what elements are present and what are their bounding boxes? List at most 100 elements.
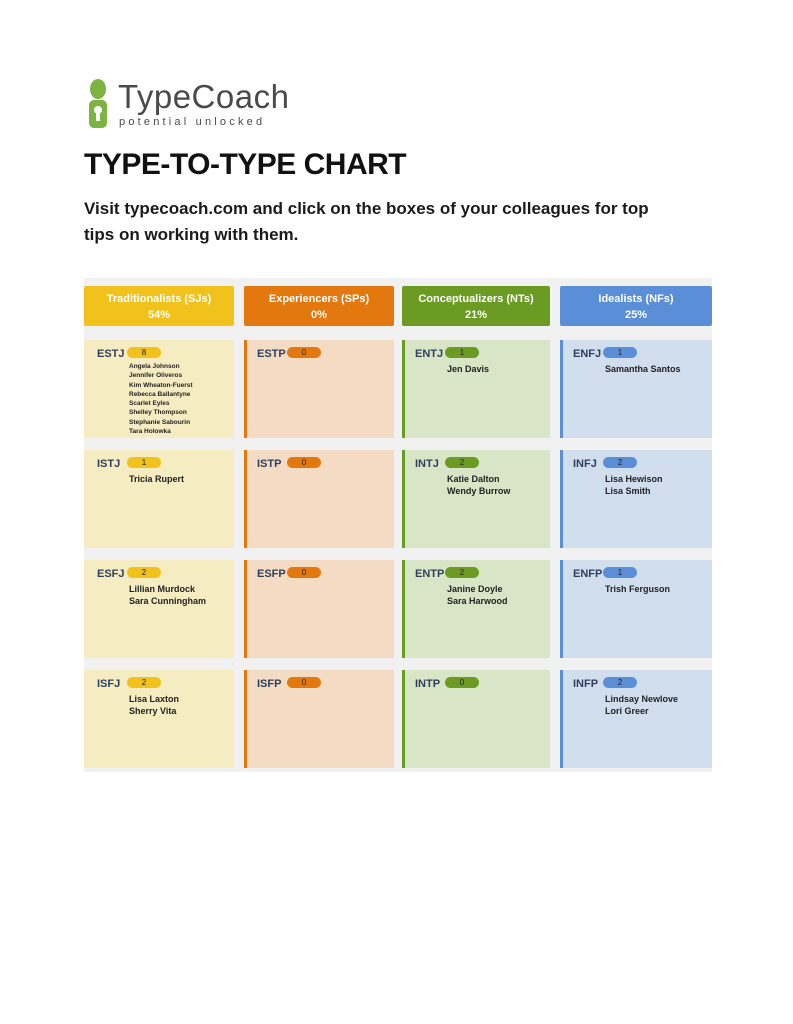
count-badge: 8 (127, 347, 161, 358)
count-badge: 2 (127, 567, 161, 578)
type-label: INTP (415, 678, 441, 690)
person-name: Sherry Vita (129, 706, 177, 716)
name-list: Janine Doyle Sara Harwood (447, 583, 508, 607)
type-label: ENFP (573, 568, 603, 580)
type-label: ENTJ (415, 348, 444, 360)
person-name: Scarlet Eyles (129, 400, 170, 408)
column-percent: 0% (311, 309, 327, 321)
name-list: Jen Davis (447, 363, 489, 375)
person-name: Katie Dalton (447, 474, 500, 484)
column-name: Experiencers (SPs) (268, 293, 370, 305)
person-name: Samantha Santos (605, 364, 681, 374)
type-cell[interactable]: INFP 2 Lindsay Newlove Lori Greer (560, 670, 712, 768)
type-label: ESFJ (97, 568, 125, 580)
name-list: Katie Dalton Wendy Burrow (447, 473, 510, 497)
person-name: Shelley Thompson (129, 409, 187, 417)
type-cell[interactable]: INFJ 2 Lisa Hewison Lisa Smith (560, 450, 712, 548)
count-badge: 1 (603, 347, 637, 358)
type-cell[interactable]: ESTP 0 (244, 340, 394, 438)
count-badge: 0 (287, 457, 321, 468)
person-name: Lisa Laxton (129, 694, 180, 704)
name-list: Angela Johnson Jennifer Oliveros Kim Wheat… (129, 362, 193, 436)
brand: TypeCoach (118, 78, 290, 115)
count-badge: 2 (445, 567, 479, 578)
count-badge: 0 (287, 677, 321, 688)
name-list: Tricia Rupert (129, 473, 184, 485)
count-badge: 1 (445, 347, 479, 358)
count-badge: 0 (287, 347, 321, 358)
type-label: ESTP (257, 348, 286, 360)
type-cell[interactable]: ENFJ 1 Samantha Santos (560, 340, 712, 438)
type-label: ISTP (257, 458, 282, 470)
type-cell[interactable]: ISFP 0 (244, 670, 394, 768)
type-cell[interactable]: INTP 0 (402, 670, 550, 768)
name-list: Lisa Laxton Sherry Vita (129, 693, 179, 717)
person-name: Sara Harwood (447, 596, 508, 606)
logo-icon (89, 79, 107, 128)
column-percent: 54% (147, 309, 171, 321)
column-header: Conceptualizers (NTs) 21% (402, 286, 550, 326)
type-cell[interactable]: ENTJ 1 Jen Davis (402, 340, 550, 438)
column-header: Traditionalists (SJs) 54% (84, 286, 234, 326)
person-name: Lisa Hewison (605, 474, 663, 484)
count-badge: 2 (603, 457, 637, 468)
column-percent: 25% (624, 309, 648, 321)
person-name: Janine Doyle (447, 584, 503, 594)
person-name: Lisa Smith (605, 486, 651, 496)
person-name: Jen Davis (447, 364, 490, 374)
type-cell[interactable]: ISTJ 1 Tricia Rupert (84, 450, 234, 548)
name-list: Lisa Hewison Lisa Smith (605, 473, 663, 497)
column-header: Experiencers (SPs) 0% (244, 286, 394, 326)
person-name: Tricia Rupert (129, 474, 185, 484)
column-header: Idealists (NFs) 25% (560, 286, 712, 326)
type-label: INFP (573, 678, 599, 690)
intro-text: Visit typecoach.com and click on the box… (84, 199, 649, 244)
column-percent: 21% (464, 309, 488, 321)
count-badge: 0 (287, 567, 321, 578)
type-label: INTJ (415, 458, 439, 470)
person-name: Sara Cunningham (129, 596, 207, 606)
count-badge: 1 (603, 567, 637, 578)
count-badge: 2 (445, 457, 479, 468)
column-name: Conceptualizers (NTs) (418, 293, 534, 305)
type-label: ISFP (257, 678, 282, 690)
name-list: Trish Ferguson (605, 583, 670, 595)
person-name: Jennifer Oliveros (129, 372, 183, 380)
type-cell[interactable]: ESFJ 2 Lillian Murdock Sara Cunningham (84, 560, 234, 658)
type-cell[interactable]: INTJ 2 Katie Dalton Wendy Burrow (402, 450, 550, 548)
name-list: Lillian Murdock Sara Cunningham (129, 583, 206, 607)
name-list: Lindsay Newlove Lori Greer (605, 693, 678, 717)
count-badge: 1 (127, 457, 161, 468)
type-cell[interactable]: ENTP 2 Janine Doyle Sara Harwood (402, 560, 550, 658)
type-label: ENTP (415, 568, 445, 580)
column-name: Idealists (NFs) (598, 293, 674, 305)
column-name: Traditionalists (SJs) (106, 293, 212, 305)
person-name: Wendy Burrow (447, 486, 511, 496)
type-cell[interactable]: ENFP 1 Trish Ferguson (560, 560, 712, 658)
type-label: ESFP (257, 568, 286, 580)
type-cell[interactable]: ESTJ 8 Angela Johnson Jennifer Oliveros Kim … (84, 340, 234, 438)
type-label: ISFJ (97, 678, 121, 690)
type-label: ESTJ (97, 348, 125, 360)
page-title: TYPE-TO-TYPE CHART (84, 148, 407, 181)
count-badge: 2 (603, 677, 637, 688)
person-name: Lori Greer (605, 706, 649, 716)
tagline: potential unlocked (119, 116, 266, 128)
type-cell[interactable]: ISTP 0 (244, 450, 394, 548)
person-name: Stephanie Sabourin (129, 418, 191, 426)
count-badge: 2 (127, 677, 161, 688)
type-label: ENFJ (573, 348, 602, 360)
type-cell[interactable]: ISFJ 2 Lisa Laxton Sherry Vita (84, 670, 234, 768)
person-name: Angela Johnson (129, 363, 180, 370)
type-label: ISTJ (97, 458, 121, 470)
name-list: Samantha Santos (605, 363, 681, 375)
person-name: Trish Ferguson (605, 584, 671, 594)
type-label: INFJ (573, 458, 597, 470)
count-badge: 0 (445, 677, 479, 688)
person-name: Kim Wheaton-Fuerst (129, 381, 193, 389)
person-name: Lindsay Newlove (605, 694, 679, 704)
type-grid: Traditionalists (SJs) 54% ESTJ 8 Angela John… (84, 278, 712, 772)
person-name: Lillian Murdock (129, 584, 196, 594)
type-cell[interactable]: ESFP 0 (244, 560, 394, 658)
